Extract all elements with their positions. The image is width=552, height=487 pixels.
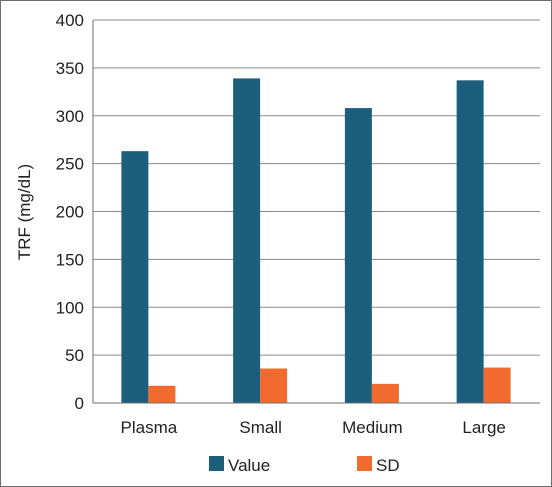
y-tick-label: 350 bbox=[56, 59, 84, 78]
x-tick-label: Large bbox=[462, 418, 505, 437]
bar-value-large bbox=[456, 80, 484, 403]
y-tick-label: 400 bbox=[56, 11, 84, 30]
x-tick-label: Small bbox=[239, 418, 282, 437]
bar-sd-large bbox=[483, 367, 511, 403]
y-tick-label: 150 bbox=[56, 250, 84, 269]
y-tick-label: 200 bbox=[56, 203, 84, 222]
x-tick-label: Plasma bbox=[121, 418, 178, 437]
y-tick-labels: 0 50 100 150 200 250 300 350 400 bbox=[56, 11, 84, 413]
legend-swatch-value bbox=[209, 456, 224, 471]
y-tick-label: 50 bbox=[65, 346, 84, 365]
legend-label-sd: SD bbox=[376, 456, 400, 475]
y-tick-label: 0 bbox=[75, 394, 84, 413]
legend: Value SD bbox=[209, 456, 400, 475]
legend-swatch-sd bbox=[357, 456, 372, 471]
bars bbox=[121, 78, 511, 403]
legend-label-value: Value bbox=[228, 456, 270, 475]
axes bbox=[92, 20, 540, 404]
bar-sd-medium bbox=[371, 383, 399, 403]
bar-sd-plasma bbox=[148, 385, 176, 403]
y-tick-label: 250 bbox=[56, 155, 84, 174]
x-tick-label: Medium bbox=[342, 418, 402, 437]
bar-sd-small bbox=[260, 368, 288, 403]
y-tick-label: 300 bbox=[56, 107, 84, 126]
y-axis-title: TRF (mg/dL) bbox=[15, 164, 34, 260]
y-tick-label: 100 bbox=[56, 298, 84, 317]
bar-value-medium bbox=[344, 108, 372, 403]
bar-value-small bbox=[233, 78, 261, 403]
x-tick-labels: Plasma Small Medium Large bbox=[121, 418, 506, 437]
bar-value-plasma bbox=[121, 151, 149, 403]
